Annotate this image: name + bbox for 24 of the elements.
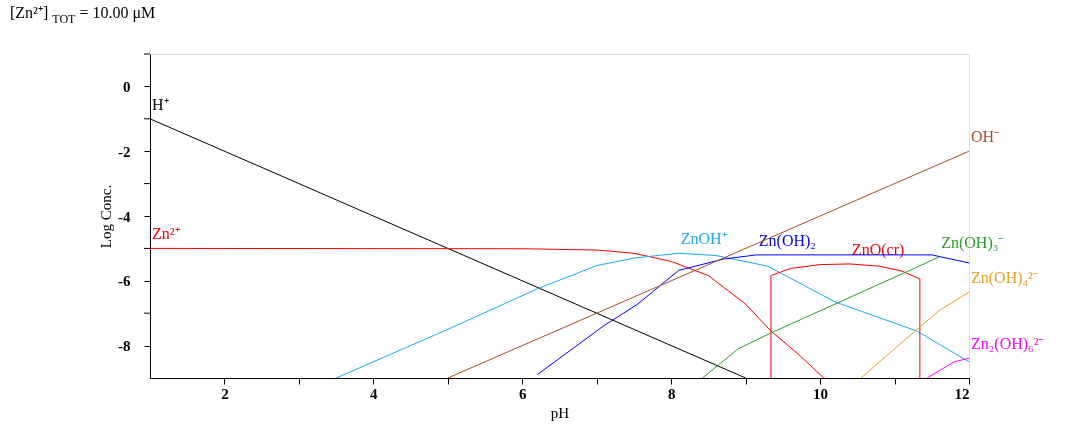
x-tick-label: 4 — [370, 385, 379, 402]
series-label: Zn²⁺ — [152, 225, 180, 243]
series-label: Zn₂(OH)₆²⁻ — [971, 335, 1044, 354]
x-tick-label: 10 — [813, 385, 829, 402]
y-axis-title: Log Conc. — [98, 184, 114, 249]
series-label: Zn(OH)₂ — [758, 231, 816, 250]
x-axis-title: pH — [550, 404, 570, 421]
x-tick-label: 8 — [667, 385, 676, 402]
chart-title: [Zn²⁺]TOT = 10.00 μM — [10, 4, 156, 26]
y-tick-label: 0 — [123, 78, 131, 95]
x-tick-label: 12 — [954, 385, 970, 402]
series-label: ZnOH⁺ — [680, 230, 727, 248]
series-label: Zn(OH)₃⁻ — [941, 233, 1004, 252]
series-label: H⁺ — [152, 95, 169, 113]
y-tick-label: -2 — [118, 143, 131, 160]
y-tick-label: -8 — [118, 338, 131, 355]
series-label: ZnO(cr) — [851, 240, 905, 259]
x-tick-label: 2 — [221, 385, 229, 402]
y-tick-label: -4 — [118, 208, 131, 225]
series-label: OH⁻ — [971, 128, 1000, 146]
line-series — [860, 291, 969, 378]
x-tick-label: 6 — [519, 385, 528, 402]
y-tick-label: -6 — [118, 273, 131, 290]
series-label: Zn(OH)₄²⁻ — [971, 269, 1038, 288]
